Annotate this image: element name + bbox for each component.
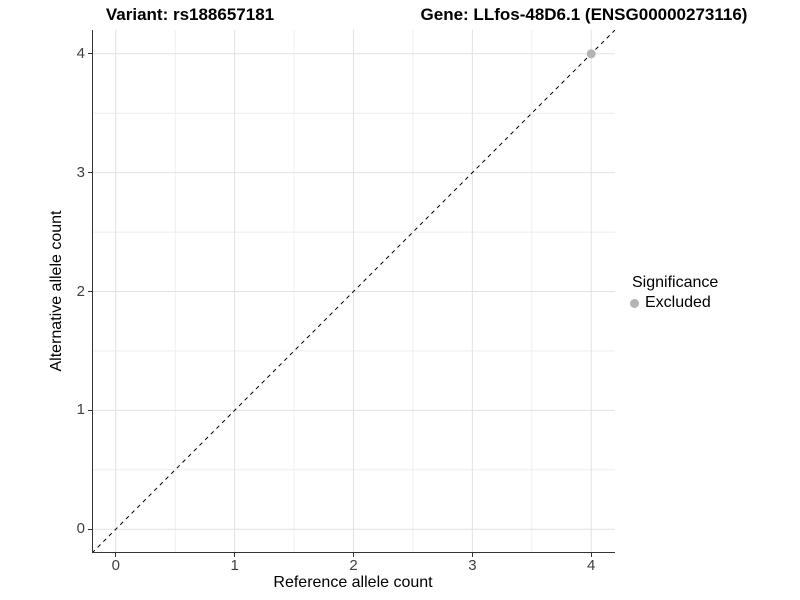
plot-panel [92,30,615,553]
x-tick-label: 1 [230,557,239,574]
legend-entries: Excluded [630,294,718,312]
legend-entry-excluded: Excluded [630,294,718,312]
legend: Significance Excluded [630,274,718,312]
data-point-excluded [586,49,596,59]
x-tick-mark [471,553,473,557]
y-tick-label: 1 [76,401,85,419]
y-tick-label: 0 [76,520,85,538]
variant-title: Variant: rs188657181 [105,5,275,24]
x-tick-mark [353,553,354,557]
x-tick-label: 4 [587,557,596,574]
x-tick-mark [115,553,117,557]
y-axis-title: Alternative allele count [48,210,65,372]
legend-point-icon [630,298,639,308]
y-tick-label: 4 [76,44,85,62]
legend-entry-label: Excluded [645,294,711,311]
gene-title: Gene: LLfos-48D6.1 (ENSG00000273116) [420,5,748,24]
y-tick-label: 3 [76,163,85,181]
x-tick-mark [590,553,592,557]
x-tick-mark [234,553,236,557]
legend-title: Significance [632,274,719,291]
x-axis-title: Reference allele count [273,574,433,591]
identity-dashed-line [92,30,615,553]
x-tick-label: 3 [468,557,477,574]
x-tick-label: 0 [111,557,120,574]
x-tick-label: 2 [349,557,358,574]
